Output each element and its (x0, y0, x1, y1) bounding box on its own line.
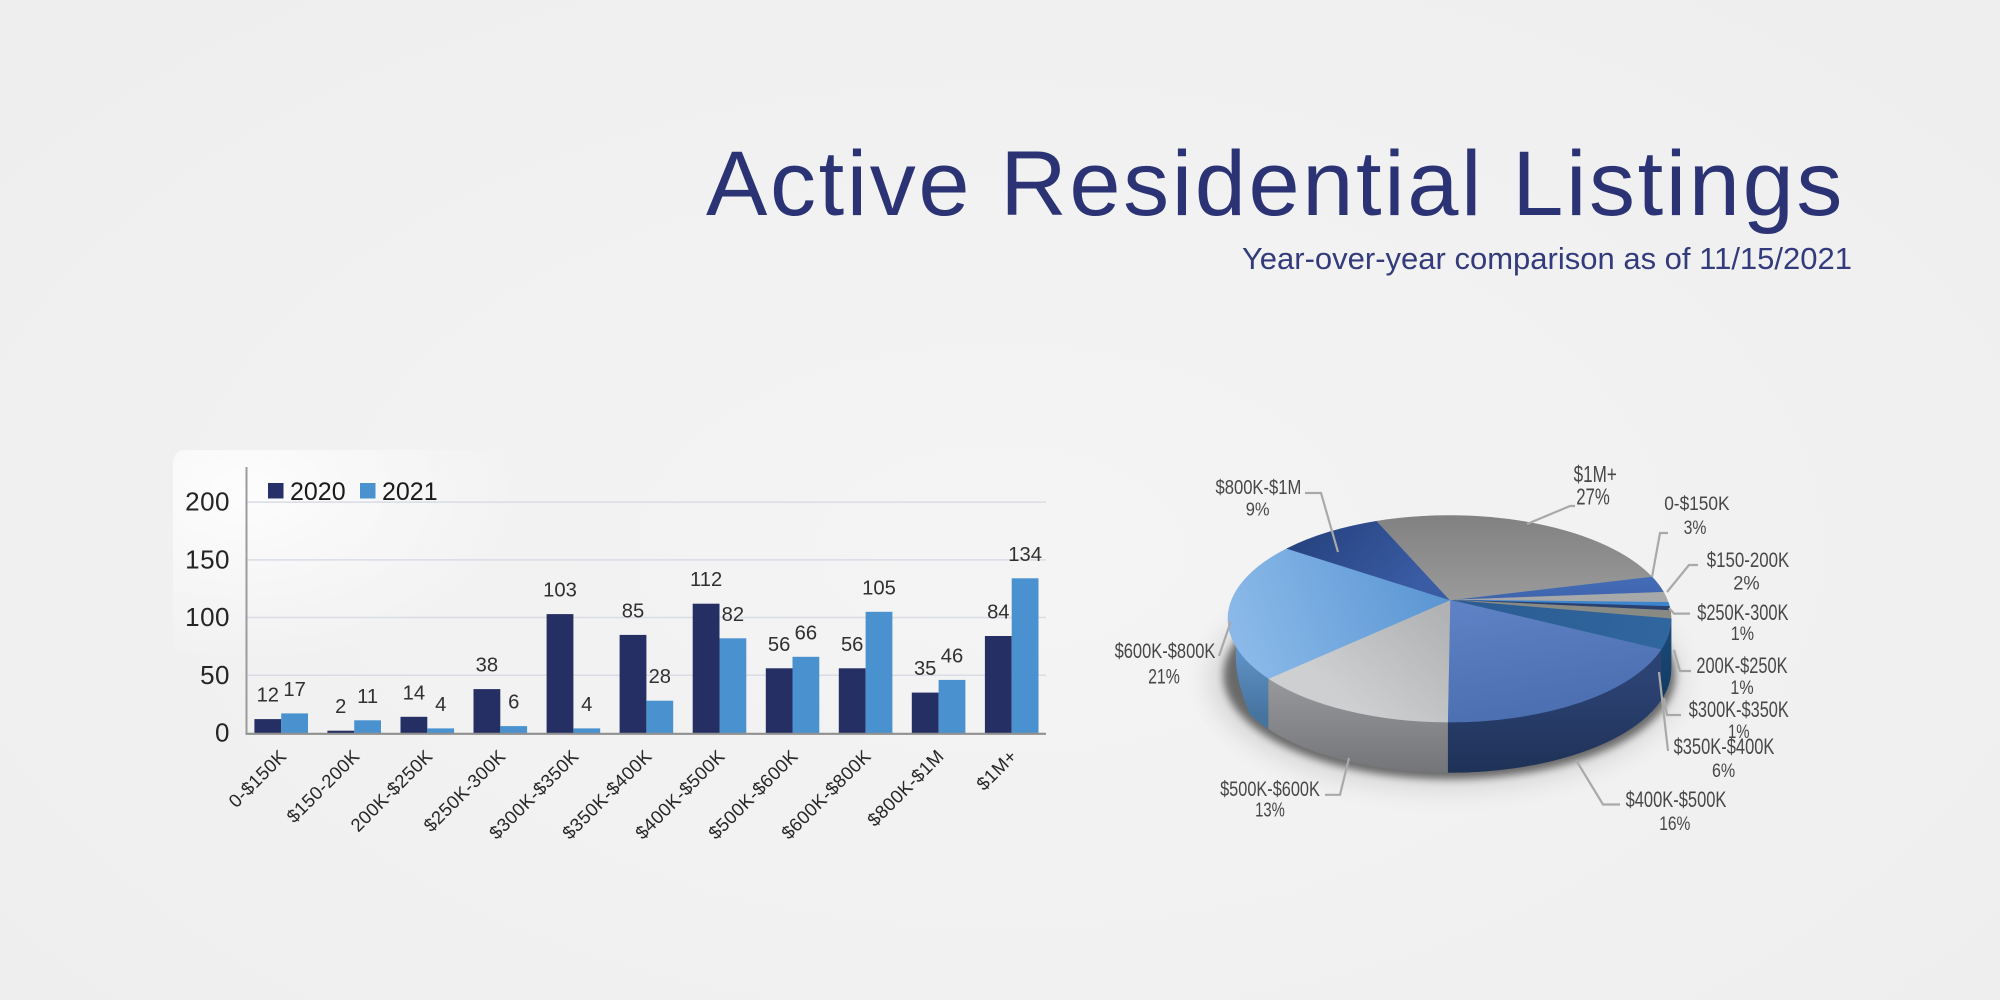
svg-text:6: 6 (508, 692, 519, 714)
svg-text:9%: 9% (1246, 500, 1270, 520)
svg-text:200: 200 (185, 487, 230, 517)
svg-text:4: 4 (435, 694, 446, 716)
svg-text:14: 14 (403, 682, 425, 704)
svg-text:82: 82 (722, 604, 744, 626)
svg-text:134: 134 (1008, 544, 1042, 566)
svg-text:21%: 21% (1148, 666, 1180, 689)
svg-text:2021: 2021 (382, 478, 438, 506)
svg-text:105: 105 (862, 577, 896, 599)
svg-text:27%: 27% (1576, 484, 1610, 510)
svg-text:50: 50 (200, 660, 230, 690)
svg-text:112: 112 (690, 569, 722, 591)
svg-text:$600K-$800K: $600K-$800K (1115, 639, 1216, 663)
svg-text:0: 0 (215, 718, 230, 748)
svg-text:11: 11 (357, 686, 378, 708)
svg-text:2%: 2% (1733, 573, 1759, 595)
svg-text:3%: 3% (1684, 518, 1707, 539)
svg-text:4: 4 (581, 694, 592, 716)
svg-text:66: 66 (795, 622, 817, 644)
svg-text:$350K-$400K: $350K-$400K (1674, 734, 1775, 759)
svg-text:$300K-$350K: $300K-$350K (1689, 697, 1789, 722)
svg-text:$1M+: $1M+ (1574, 461, 1617, 487)
svg-text:1%: 1% (1730, 678, 1753, 699)
svg-text:84: 84 (987, 602, 1009, 624)
svg-text:2020: 2020 (290, 478, 346, 506)
svg-text:28: 28 (649, 666, 671, 688)
svg-text:35: 35 (914, 658, 936, 680)
svg-text:46: 46 (941, 645, 963, 667)
svg-text:1%: 1% (1731, 624, 1754, 645)
svg-text:$800K-$1M: $800K-$1M (1216, 477, 1302, 499)
svg-text:17: 17 (283, 679, 305, 701)
svg-text:103: 103 (543, 580, 577, 602)
svg-text:$500K-$600K: $500K-$600K (1220, 778, 1320, 801)
svg-text:0-$150K: 0-$150K (1664, 494, 1730, 515)
svg-text:$150-200K: $150-200K (1707, 549, 1789, 572)
svg-text:100: 100 (185, 602, 230, 632)
svg-text:$800K-$1M: $800K-$1M (863, 745, 948, 830)
svg-text:6%: 6% (1712, 761, 1735, 782)
svg-text:$400K-$500K: $400K-$500K (1626, 787, 1727, 812)
svg-text:1%: 1% (1728, 722, 1750, 743)
svg-text:$1M+: $1M+ (972, 745, 1021, 794)
svg-text:56: 56 (841, 634, 863, 656)
svg-text:16%: 16% (1659, 814, 1690, 835)
svg-text:12: 12 (257, 685, 279, 707)
svg-text:0-$150K: 0-$150K (224, 745, 290, 811)
svg-text:85: 85 (622, 600, 644, 622)
svg-text:$250K-300K: $250K-300K (1697, 600, 1788, 625)
svg-text:13%: 13% (1255, 800, 1285, 822)
svg-text:56: 56 (768, 634, 790, 656)
svg-text:200K-$250K: 200K-$250K (1696, 653, 1787, 678)
svg-text:2: 2 (335, 696, 346, 718)
svg-text:38: 38 (476, 655, 498, 677)
svg-text:150: 150 (185, 544, 230, 574)
